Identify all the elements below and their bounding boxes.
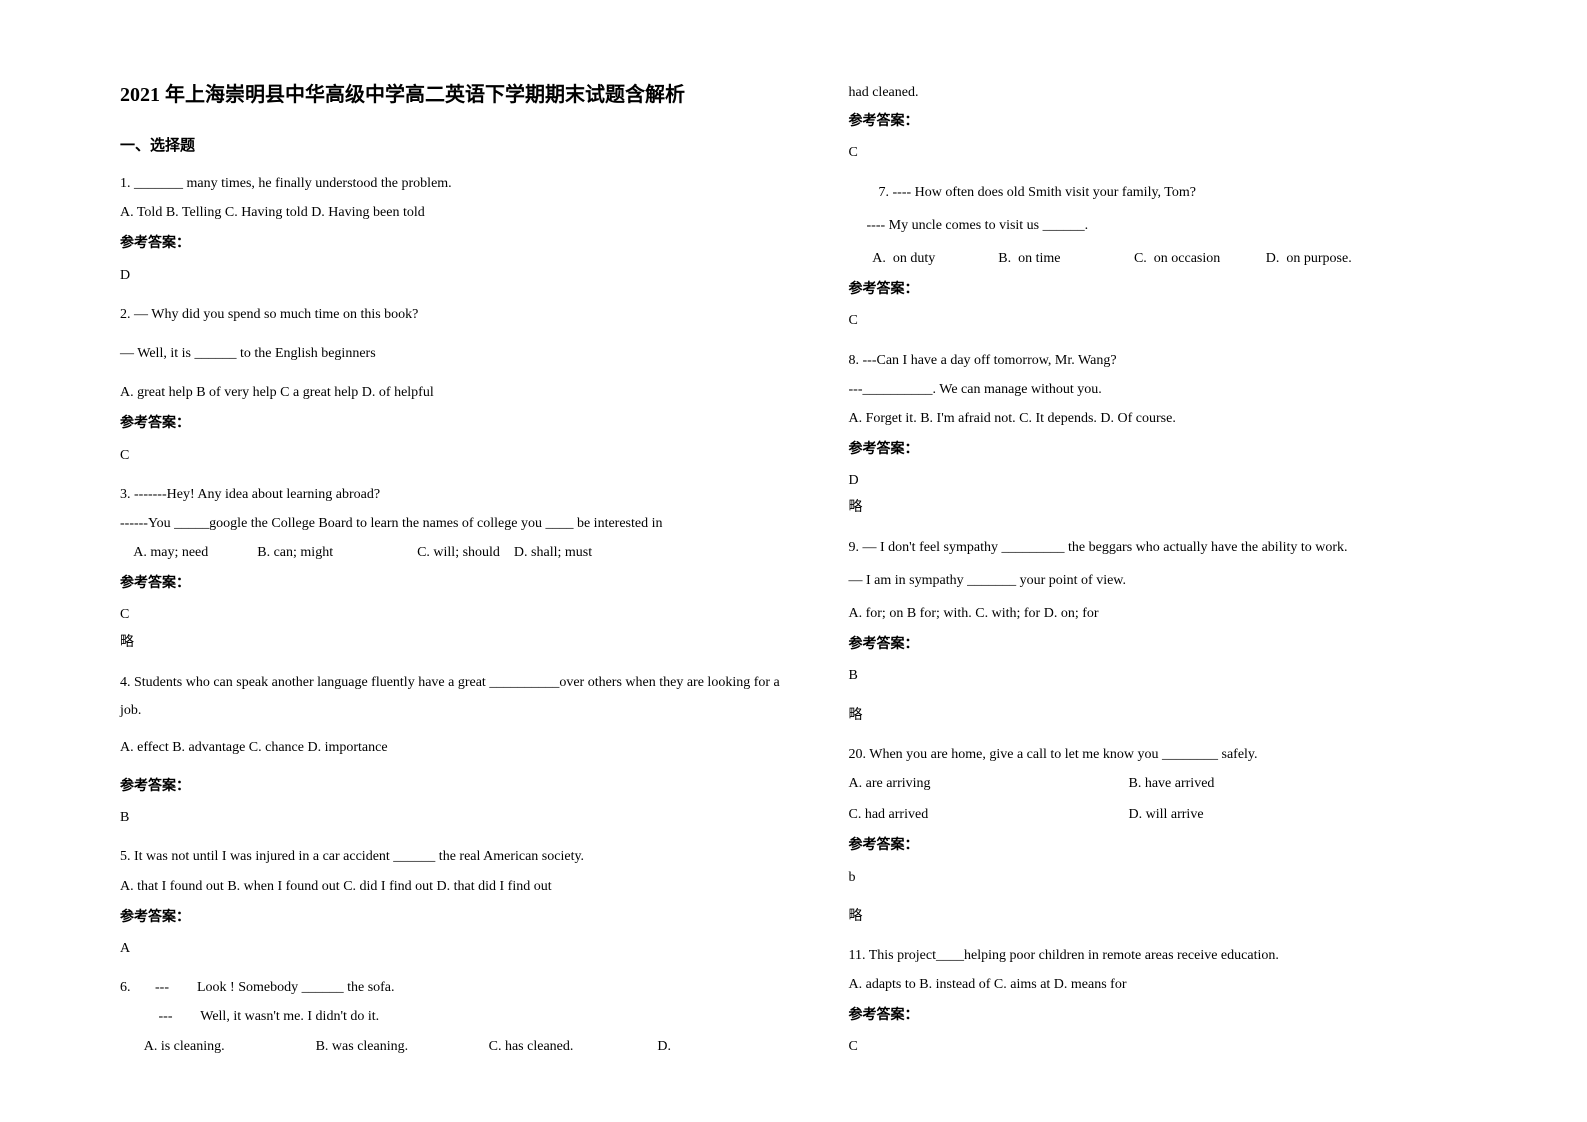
q2-line2: — Well, it is ______ to the English begi… bbox=[120, 341, 789, 366]
question-2: 2. — Why did you spend so much time on t… bbox=[120, 302, 789, 468]
q7-line1: 7. ---- How often does old Smith visit y… bbox=[849, 180, 1518, 205]
q8-answer: D bbox=[849, 468, 1518, 493]
q1-answer: D bbox=[120, 263, 789, 288]
q3-options: A. may; need B. can; might C. will; shou… bbox=[120, 540, 789, 565]
question-6-cont: had cleaned. 参考答案： C bbox=[849, 80, 1518, 166]
answer-label: 参考答案： bbox=[849, 109, 1518, 134]
question-9: 9. — I don't feel sympathy _________ the… bbox=[849, 535, 1518, 728]
q8-line2: ---__________. We can manage without you… bbox=[849, 377, 1518, 402]
question-5: 5. It was not until I was injured in a c… bbox=[120, 844, 789, 961]
q20-answer: b bbox=[849, 865, 1518, 890]
answer-label: 参考答案： bbox=[120, 774, 789, 799]
answer-label: 参考答案： bbox=[120, 411, 789, 436]
answer-label: 参考答案： bbox=[120, 905, 789, 930]
q2-line1: 2. — Why did you spend so much time on t… bbox=[120, 302, 789, 327]
answer-label: 参考答案： bbox=[849, 833, 1518, 858]
question-8: 8. ---Can I have a day off tomorrow, Mr.… bbox=[849, 348, 1518, 521]
answer-label: 参考答案： bbox=[849, 437, 1518, 462]
q9-options: A. for; on B for; with. C. with; for D. … bbox=[849, 601, 1518, 626]
q4-answer: B bbox=[120, 805, 789, 830]
answer-label: 参考答案： bbox=[849, 632, 1518, 657]
q7-options: A. on duty B. on time C. on occasion D. … bbox=[849, 246, 1518, 271]
q6-options: A. is cleaning. B. was cleaning. C. has … bbox=[120, 1034, 789, 1059]
q20-optC: C. had arrived bbox=[849, 802, 1129, 827]
q3-answer: C bbox=[120, 602, 789, 627]
question-6: 6. --- Look ! Somebody ______ the sofa. … bbox=[120, 975, 789, 1059]
q11-line1: 11. This project____helping poor childre… bbox=[849, 943, 1518, 968]
q9-line2: — I am in sympathy _______ your point of… bbox=[849, 568, 1518, 593]
question-4: 4. Students who can speak another langua… bbox=[120, 669, 789, 831]
q20-optB: B. have arrived bbox=[1129, 771, 1215, 796]
q6-line2: --- Well, it wasn't me. I didn't do it. bbox=[120, 1004, 789, 1029]
answer-label: 参考答案： bbox=[120, 231, 789, 256]
document-title: 2021 年上海崇明县中华高级中学高二英语下学期期末试题含解析 bbox=[120, 80, 789, 110]
q8-line1: 8. ---Can I have a day off tomorrow, Mr.… bbox=[849, 348, 1518, 373]
q5-answer: A bbox=[120, 936, 789, 961]
q6-line1: 6. --- Look ! Somebody ______ the sofa. bbox=[120, 975, 789, 1000]
q9-note: 略 bbox=[849, 703, 1518, 728]
answer-label: 参考答案： bbox=[849, 1003, 1518, 1028]
answer-label: 参考答案： bbox=[849, 277, 1518, 302]
question-20: 20. When you are home, give a call to le… bbox=[849, 742, 1518, 929]
q4-options: A. effect B. advantage C. chance D. impo… bbox=[120, 735, 789, 760]
q9-answer: B bbox=[849, 663, 1518, 688]
q3-line1: 3. -------Hey! Any idea about learning a… bbox=[120, 482, 789, 507]
q5-line1: 5. It was not until I was injured in a c… bbox=[120, 844, 789, 869]
q3-line2: ------You _____google the College Board … bbox=[120, 511, 789, 536]
question-7: 7. ---- How often does old Smith visit y… bbox=[849, 180, 1518, 334]
q8-note: 略 bbox=[849, 495, 1518, 520]
q9-line1: 9. — I don't feel sympathy _________ the… bbox=[849, 535, 1518, 560]
q11-answer: C bbox=[849, 1034, 1518, 1059]
q20-optD: D. will arrive bbox=[1129, 802, 1204, 827]
question-11: 11. This project____helping poor childre… bbox=[849, 943, 1518, 1060]
q8-options: A. Forget it. B. I'm afraid not. C. It d… bbox=[849, 406, 1518, 431]
q2-answer: C bbox=[120, 443, 789, 468]
question-1: 1. _______ many times, he finally unders… bbox=[120, 171, 789, 288]
q1-options: A. Told B. Telling C. Having told D. Hav… bbox=[120, 200, 789, 225]
q20-line1: 20. When you are home, give a call to le… bbox=[849, 742, 1518, 767]
section-header: 一、选择题 bbox=[120, 134, 789, 155]
left-column: 2021 年上海崇明县中华高级中学高二英语下学期期末试题含解析 一、选择题 1.… bbox=[100, 80, 829, 1082]
q3-note: 略 bbox=[120, 630, 789, 655]
q7-line2: ---- My uncle comes to visit us ______. bbox=[849, 213, 1518, 238]
answer-label: 参考答案： bbox=[120, 571, 789, 596]
q11-options: A. adapts to B. instead of C. aims at D.… bbox=[849, 972, 1518, 997]
q4-text: 4. Students who can speak another langua… bbox=[120, 669, 789, 725]
q5-options: A. that I found out B. when I found out … bbox=[120, 874, 789, 899]
q20-optA: A. are arriving bbox=[849, 771, 1129, 796]
question-3: 3. -------Hey! Any idea about learning a… bbox=[120, 482, 789, 655]
q2-options: A. great help B of very help C a great h… bbox=[120, 380, 789, 405]
q20-note: 略 bbox=[849, 904, 1518, 929]
q6-answer: C bbox=[849, 140, 1518, 165]
q1-text: 1. _______ many times, he finally unders… bbox=[120, 171, 789, 196]
q6-cont-text: had cleaned. bbox=[849, 80, 1518, 105]
q7-answer: C bbox=[849, 308, 1518, 333]
right-column: had cleaned. 参考答案： C 7. ---- How often d… bbox=[829, 80, 1538, 1082]
